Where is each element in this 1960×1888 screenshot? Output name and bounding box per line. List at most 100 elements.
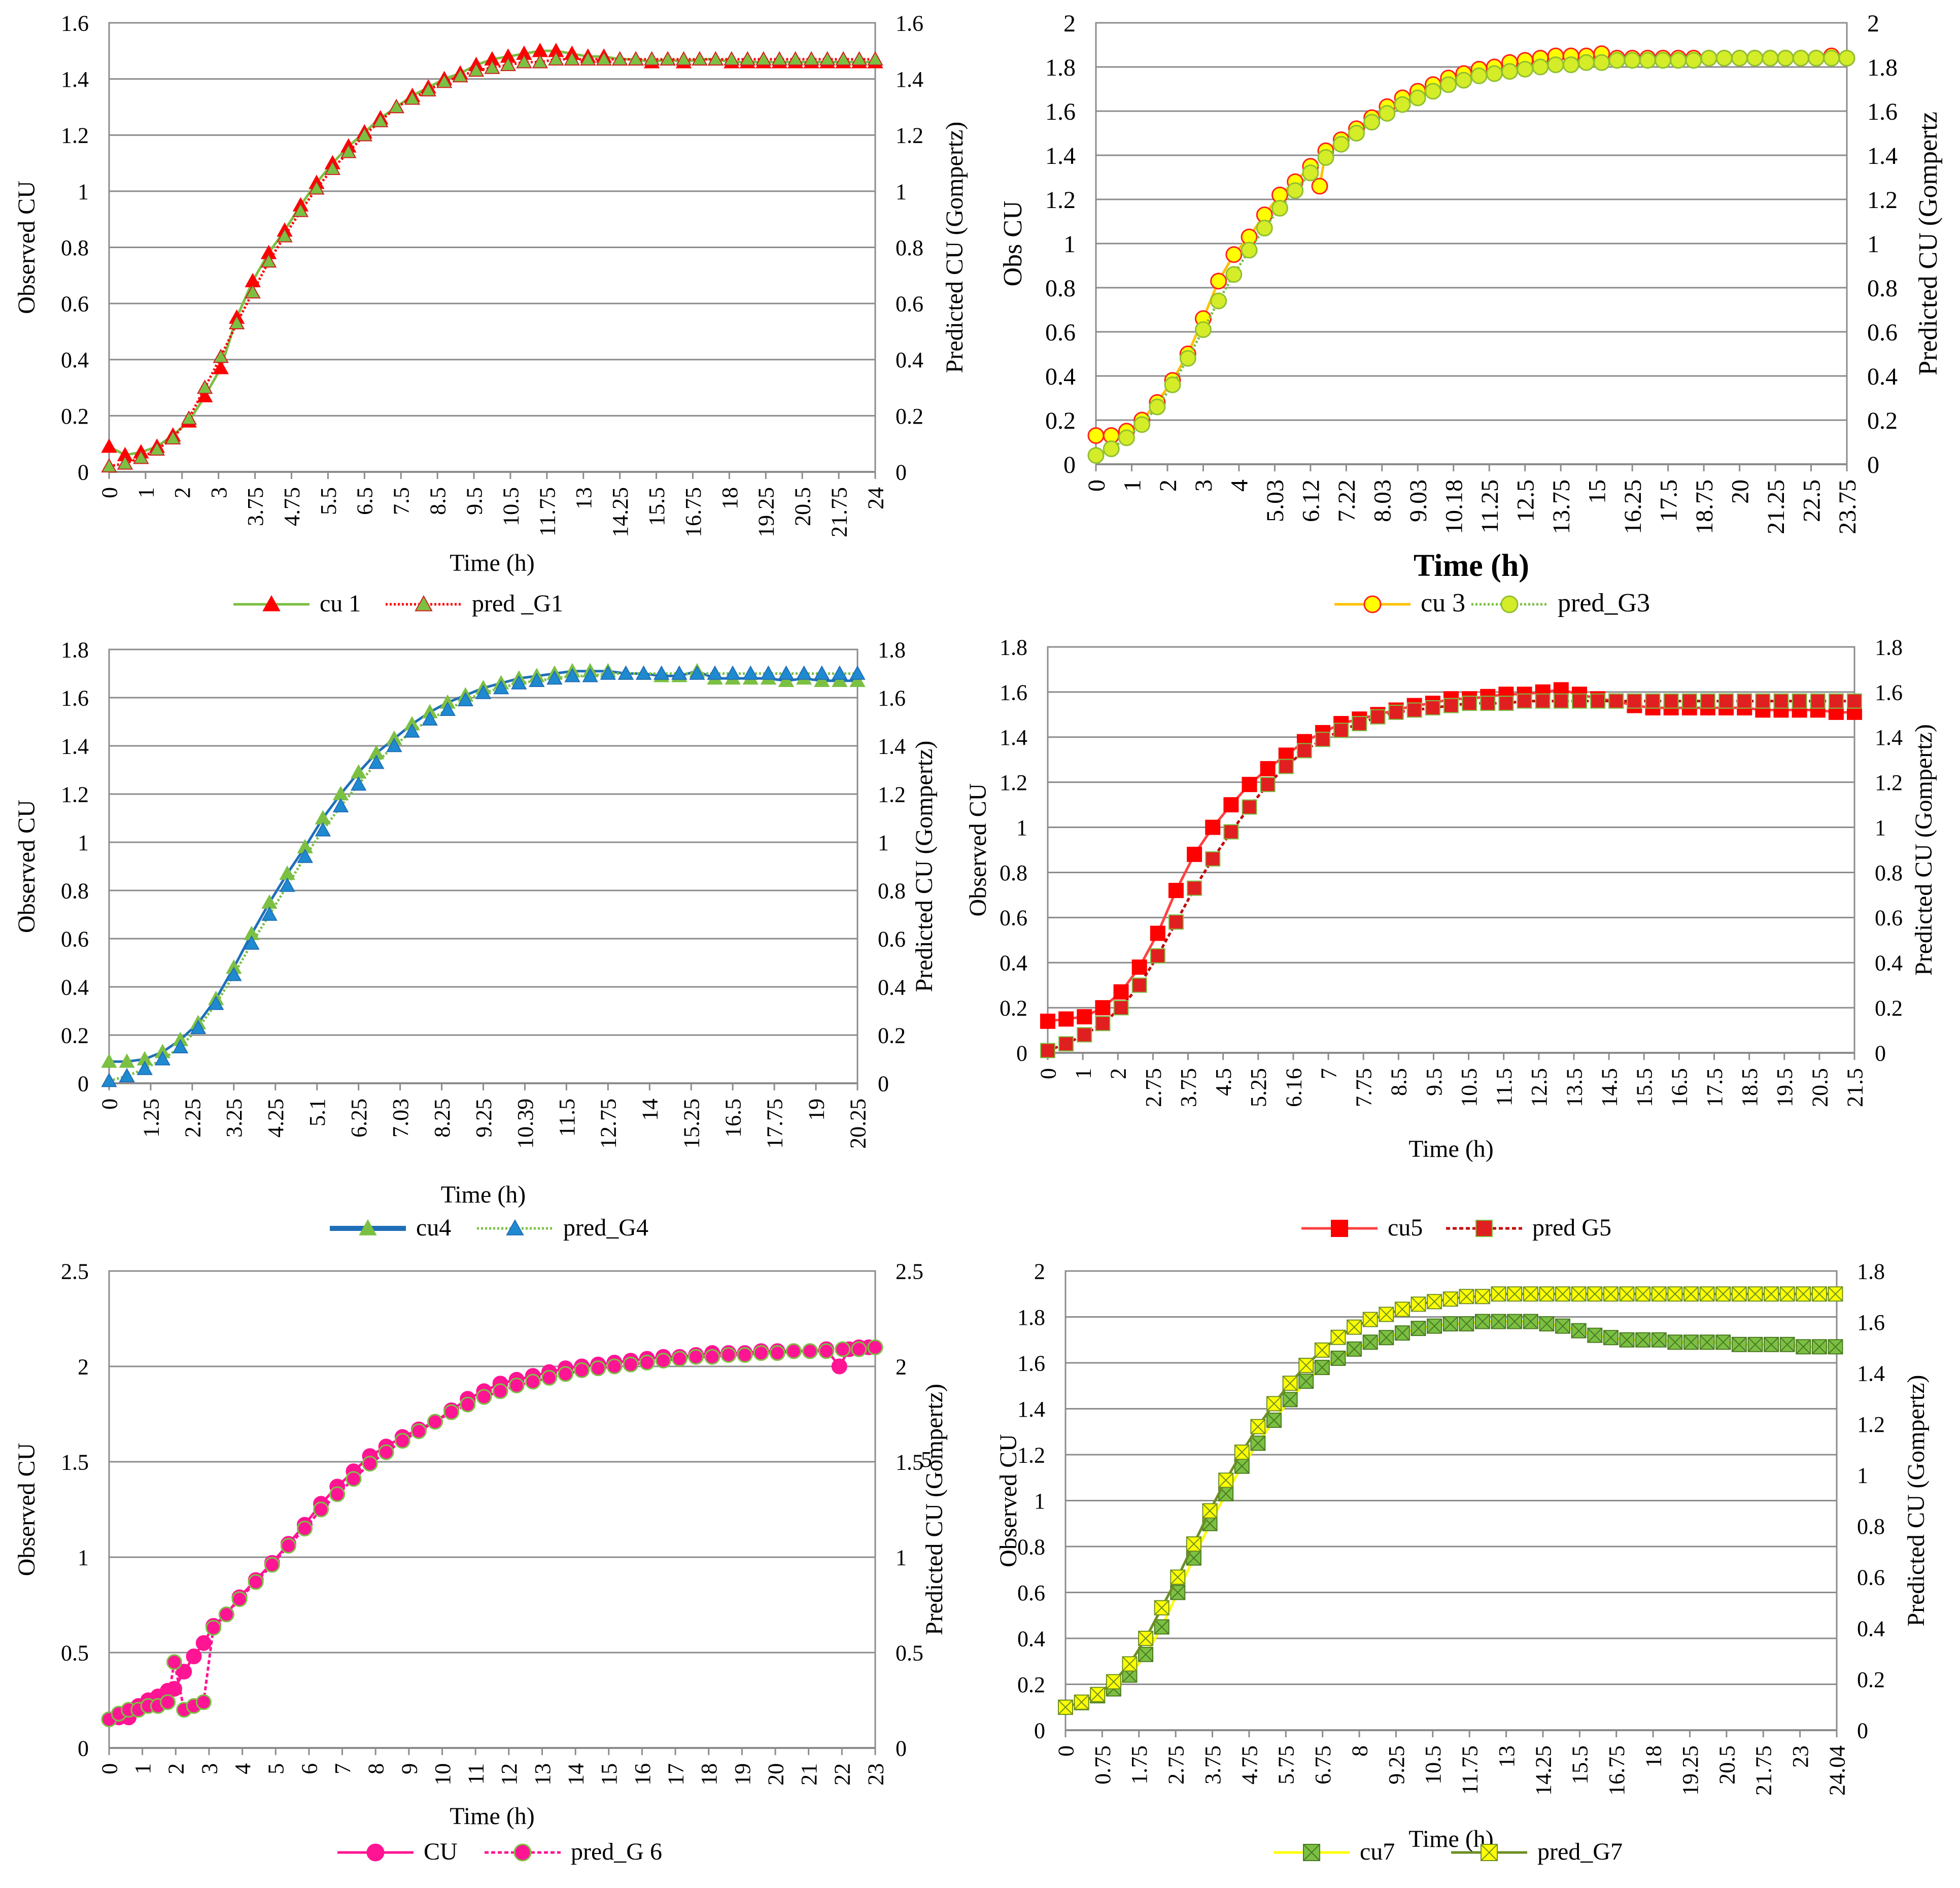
x-axis-title: Time (h): [450, 550, 535, 576]
data-point: [1764, 1336, 1779, 1352]
data-point-cross: [1427, 1294, 1442, 1310]
y-tick-label: 1.6: [61, 685, 89, 710]
x-tick-label: 14.25: [1531, 1745, 1556, 1796]
data-point-cross: [1443, 1291, 1458, 1307]
data-point: [1491, 1286, 1506, 1302]
data-point: [623, 1356, 639, 1372]
data-point: [1118, 429, 1135, 447]
y2-tick-label: 0.5: [896, 1640, 923, 1665]
data-point: [755, 51, 772, 66]
data-point: [1539, 1286, 1555, 1302]
data-point-cross: [1796, 1286, 1811, 1301]
data-point: [1260, 777, 1276, 793]
data-point: [101, 438, 117, 453]
data-point: [1250, 1435, 1266, 1451]
y2-tick-label: 0.8: [896, 235, 923, 260]
y-tick-label: 0.8: [1017, 1534, 1045, 1559]
x-tick-label: 5: [264, 1763, 289, 1774]
data-point-cross: [1475, 1289, 1490, 1304]
x-tick-label: 13: [1494, 1745, 1519, 1768]
data-point: [1394, 1301, 1410, 1317]
data-point: [1747, 1286, 1763, 1302]
x-tick-label: 9.5: [462, 487, 487, 515]
data-point: [849, 665, 866, 680]
data-point: [213, 349, 229, 363]
data-point-cross: [1250, 1419, 1266, 1434]
x-tick-label: 15.25: [679, 1099, 704, 1149]
series-line: [1095, 57, 1847, 457]
data-point: [1619, 1332, 1635, 1348]
x-tick-label: 20.5: [1714, 1745, 1739, 1784]
data-point: [819, 51, 836, 66]
data-point: [313, 1501, 329, 1518]
y-tick-label: 0.8: [61, 235, 89, 260]
data-point: [835, 51, 851, 66]
y2-tick-label: 2: [896, 1354, 907, 1379]
data-point: [1532, 58, 1549, 76]
y-tick-label: 0.6: [61, 926, 89, 951]
data-point: [1298, 1374, 1314, 1389]
data-point-cross: [1699, 1334, 1715, 1350]
x-tick-label: 21: [797, 1763, 821, 1786]
x-tick-label: 19.25: [754, 487, 779, 537]
data-point: [297, 848, 314, 863]
legend-label: cu5: [1388, 1214, 1423, 1241]
x-tick-label: 1.25: [139, 1099, 163, 1138]
data-point: [1517, 60, 1534, 78]
data-point: [1486, 65, 1503, 82]
data-point: [101, 458, 117, 473]
x-tick-label: 11.25: [1476, 479, 1503, 533]
data-point: [1562, 56, 1579, 74]
x-tick-label: 7.03: [388, 1099, 413, 1138]
y2-tick-label: 0.2: [896, 404, 923, 429]
data-point-cross: [1282, 1392, 1298, 1408]
x-tick-label: 9: [397, 1763, 422, 1774]
data-point-cross: [1362, 1334, 1378, 1350]
data-point: [1474, 1314, 1490, 1329]
y2-tick-label: 1: [1867, 231, 1879, 258]
data-point-cross: [1523, 1286, 1538, 1301]
y2-tick-label: 1.4: [1857, 1361, 1885, 1386]
data-point: [244, 935, 260, 950]
y-tick-label: 1: [1016, 815, 1027, 840]
data-point: [1683, 1286, 1699, 1302]
x-tick-label: 20.5: [790, 487, 815, 526]
data-point: [1507, 1314, 1523, 1329]
y-tick-label: 0.8: [1000, 861, 1027, 885]
x-tick-label: 8.5: [1387, 1068, 1412, 1096]
data-point: [388, 98, 404, 114]
y-tick-label: 1.8: [1000, 635, 1027, 660]
data-point: [205, 1620, 222, 1636]
data-point: [635, 665, 652, 680]
x-tick-label: 3.75: [1176, 1068, 1201, 1107]
y2-axis-title: Predicted CU (Gompertz): [941, 122, 968, 373]
data-point: [1223, 797, 1239, 813]
data-point: [1164, 376, 1181, 393]
data-point: [1242, 799, 1257, 815]
data-point: [218, 1606, 234, 1623]
data-point-cross: [1779, 1286, 1795, 1301]
x-tick-label: 3.25: [222, 1099, 247, 1138]
data-point: [1194, 321, 1212, 338]
data-point: [1811, 1339, 1827, 1355]
data-point: [1608, 693, 1624, 709]
y-tick-label: 0: [1034, 1718, 1045, 1743]
y2-axis-title: Predicted CU (Gompertz): [911, 741, 938, 992]
data-point: [1455, 72, 1472, 89]
data-point-cross: [1507, 1314, 1522, 1329]
data-point: [1718, 693, 1734, 709]
x-tick-label: 1: [1119, 479, 1146, 492]
y-tick-label: 2: [1034, 1259, 1045, 1284]
data-point: [500, 56, 517, 72]
x-tick-label: 18: [1641, 1745, 1666, 1768]
data-point: [1627, 693, 1642, 709]
y2-tick-label: 2.5: [896, 1259, 923, 1284]
data-point: [1282, 1376, 1298, 1391]
data-point: [1523, 1314, 1538, 1329]
y2-tick-label: 0.2: [878, 1023, 906, 1048]
data-point: [119, 1068, 135, 1082]
data-point: [308, 180, 325, 195]
data-point: [493, 679, 509, 695]
data-point: [1663, 693, 1679, 709]
data-point: [436, 74, 453, 88]
